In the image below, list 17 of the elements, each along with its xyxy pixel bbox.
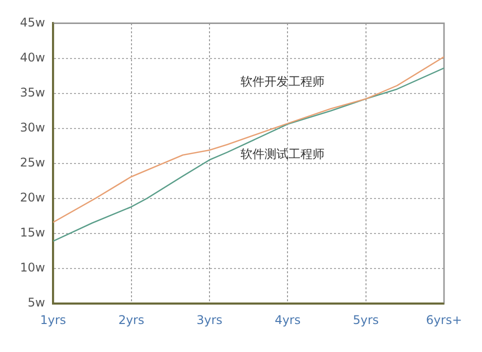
y-tick-label: 15w <box>20 226 46 240</box>
y-tick-label: 30w <box>20 120 46 134</box>
y-tick-label: 5w <box>28 296 46 310</box>
x-tick-label: 1yrs <box>40 312 66 327</box>
series-label: 软件开发工程师 <box>240 74 325 88</box>
x-tick-label: 5yrs <box>352 312 379 327</box>
y-tick-label: 25w <box>20 156 46 170</box>
x-tick-label: 2yrs <box>118 312 144 327</box>
series-label: 软件测试工程师 <box>240 147 325 162</box>
x-tick-label: 3yrs <box>196 312 222 327</box>
y-tick-label: 40w <box>20 50 46 64</box>
x-tick-label: 6yrs+ <box>426 312 462 327</box>
y-tick-label: 20w <box>20 190 46 205</box>
y-tick-label: 45w <box>20 15 46 30</box>
y-tick-label: 10w <box>20 260 46 275</box>
x-tick-label: 4yrs <box>274 312 301 327</box>
y-tick-label: 35w <box>20 85 46 100</box>
